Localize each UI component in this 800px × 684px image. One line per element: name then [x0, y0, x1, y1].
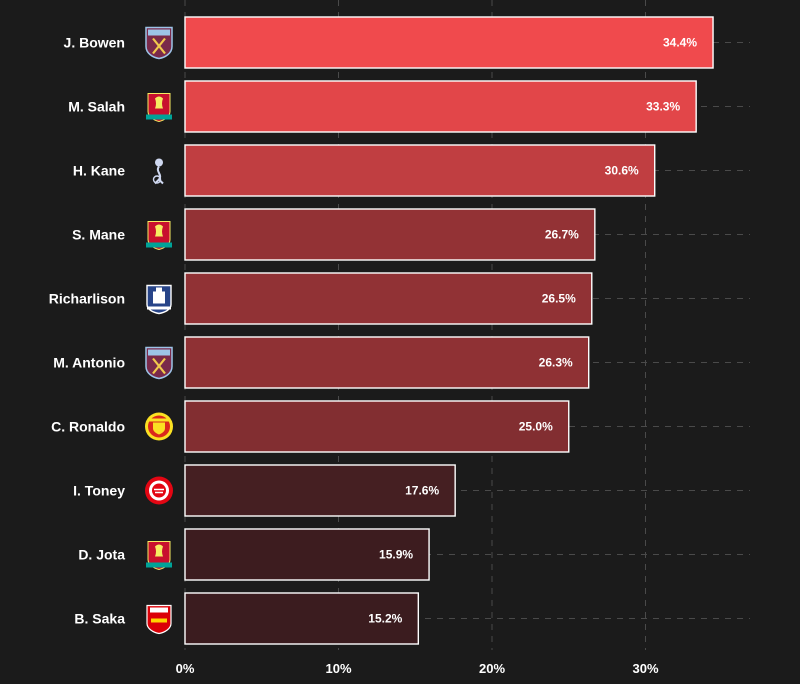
- west-ham-crest-icon: [144, 26, 174, 60]
- bar: [184, 16, 714, 69]
- liverpool-crest-icon: [145, 93, 173, 122]
- bar-value-label: 26.5%: [542, 292, 576, 306]
- bar-value-label: 26.7%: [545, 228, 579, 242]
- man-united-crest-icon: [145, 412, 173, 441]
- bar-value-label: 34.4%: [663, 36, 697, 50]
- tottenham-crest-icon: [152, 157, 164, 185]
- x-tick-label: 10%: [325, 661, 351, 676]
- liverpool-crest-icon: [145, 221, 173, 250]
- bar: [184, 400, 570, 453]
- arsenal-crest-icon: [146, 604, 172, 635]
- bar: [184, 208, 596, 261]
- player-name-label: B. Saka: [74, 611, 125, 627]
- player-name-label: Richarlison: [49, 291, 125, 307]
- everton-crest-icon: [146, 284, 172, 315]
- player-name-label: I. Toney: [73, 483, 125, 499]
- player-name-label: J. Bowen: [64, 35, 125, 51]
- bar-value-label: 15.2%: [368, 612, 402, 626]
- bar: [184, 592, 420, 645]
- west-ham-crest-icon: [144, 346, 174, 380]
- player-name-label: M. Salah: [68, 99, 125, 115]
- bar: [184, 464, 456, 517]
- bar-value-label: 30.6%: [605, 164, 639, 178]
- brentford-crest-icon: [144, 475, 174, 506]
- bar: [184, 144, 656, 197]
- player-name-label: C. Ronaldo: [51, 419, 125, 435]
- player-name-label: H. Kane: [73, 163, 125, 179]
- player-name-label: S. Mane: [72, 227, 125, 243]
- bar-value-label: 17.6%: [405, 484, 439, 498]
- bar: [184, 528, 430, 581]
- bars: 34.4% 33.3% 30.6% 26.7% 26.5% 26.3% 25.0% 17.6%…: [184, 16, 714, 645]
- liverpool-crest-icon: [145, 541, 173, 570]
- bar-value-label: 33.3%: [646, 100, 680, 114]
- x-tick-label: 30%: [632, 661, 658, 676]
- player-name-label: M. Antonio: [53, 355, 125, 371]
- player-name-label: D. Jota: [78, 547, 125, 563]
- bar-value-label: 15.9%: [379, 548, 413, 562]
- bar: [184, 80, 697, 133]
- club-crests: [144, 26, 174, 635]
- x-tick-label: 20%: [479, 661, 505, 676]
- x-tick-label: 0%: [176, 661, 195, 676]
- bar-value-label: 25.0%: [519, 420, 553, 434]
- bar-value-label: 26.3%: [539, 356, 573, 370]
- bar: [184, 272, 593, 325]
- player-labels: J. Bowen M. Salah H. Kane S. Mane Richarliso…: [49, 35, 125, 627]
- x-axis-ticks: 0% 10% 20% 30%: [176, 661, 659, 676]
- bar: [184, 336, 590, 389]
